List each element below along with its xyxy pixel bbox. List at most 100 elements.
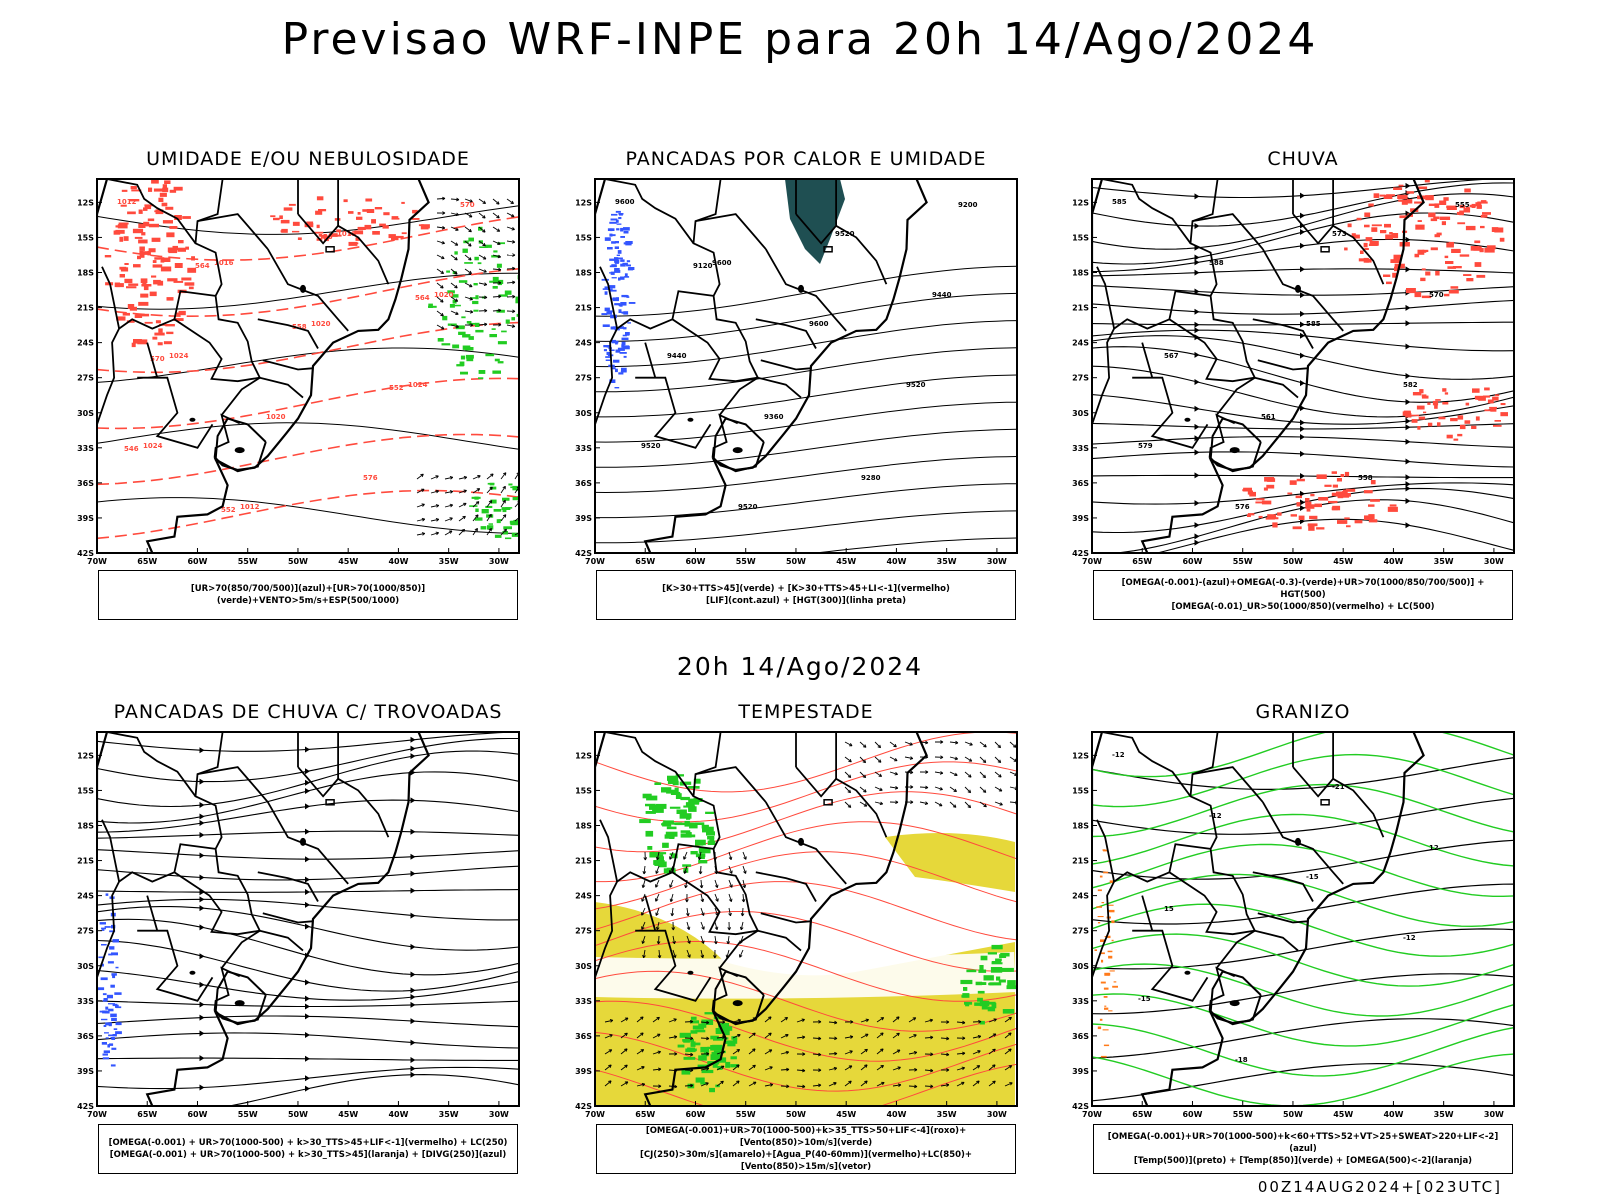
lon-tick-label: 70W	[585, 1110, 605, 1119]
lat-tick-label: 39S	[1072, 1067, 1089, 1076]
lat-tick-label: 24S	[1072, 892, 1089, 901]
contour-label: 555	[1455, 201, 1470, 209]
lon-tick-label: 60W	[187, 557, 207, 566]
lon-tick-label: 65W	[635, 1110, 655, 1119]
lon-tick-label: 30W	[1484, 1110, 1504, 1119]
contour-label: 1024	[143, 442, 163, 450]
lat-tick-label: 24S	[575, 339, 592, 348]
lon-tick-label: 40W	[388, 1110, 408, 1119]
contour-label: 582	[1403, 381, 1418, 389]
lon-tick-label: 35W	[937, 557, 957, 566]
lon-tick-label: 50W	[288, 1110, 308, 1119]
contour-label: 552	[389, 384, 404, 392]
lat-tick-label: 18S	[1072, 269, 1089, 278]
lat-tick-label: 27S	[1072, 927, 1089, 936]
legend-line: [OMEGA(-0.001)-(azul)+OMEGA(-0.3)-(verde…	[1121, 578, 1485, 600]
run-timestamp: 00Z14AUG2024+[023UTC]	[1257, 1178, 1502, 1196]
lat-tick-label: 30S	[1072, 409, 1089, 418]
lon-tick-label: 35W	[1434, 557, 1454, 566]
contour-label: 558	[1358, 474, 1373, 482]
contour-label: -18	[1235, 1056, 1248, 1064]
contour-label: 585	[1306, 320, 1321, 328]
lon-tick-label: 30W	[489, 1110, 509, 1119]
legend-line: [OMEGA(-0.001) + UR>70(1000-500) + k>30_…	[108, 1138, 508, 1148]
contour-label: 9600	[809, 320, 829, 328]
lat-tick-label: 30S	[77, 409, 94, 418]
contour-label: -21	[1332, 783, 1345, 791]
lat-tick-label: 39S	[575, 514, 592, 523]
lat-tick-label: 15S	[575, 786, 592, 795]
lon-tick-label: 60W	[685, 1110, 705, 1119]
lat-tick-label: 42S	[1072, 549, 1089, 558]
contour-label: -12	[1403, 934, 1416, 942]
contour-label: 9600	[615, 198, 635, 206]
contour-label: 9360	[764, 413, 784, 421]
lon-tick-label: 65W	[635, 557, 655, 566]
lat-tick-label: 42S	[1072, 1102, 1089, 1111]
lon-tick-label: 35W	[439, 1110, 459, 1119]
panel-legend: [OMEGA(-0.001)-(azul)+OMEGA(-0.3)-(verde…	[1093, 570, 1513, 620]
contour-label: 567	[1164, 352, 1179, 360]
lat-tick-label: 12S	[575, 198, 592, 207]
panel-title: UMIDADE E/OU NEBULOSIDADE	[146, 148, 470, 170]
lat-tick-label: 21S	[77, 304, 94, 313]
lon-tick-label: 35W	[439, 557, 459, 566]
lon-tick-label: 55W	[736, 557, 756, 566]
lat-tick-label: 30S	[77, 962, 94, 971]
lat-tick-label: 42S	[77, 549, 94, 558]
lat-tick-label: 39S	[1072, 514, 1089, 523]
lon-tick-label: 70W	[585, 557, 605, 566]
contour-label: 570	[460, 201, 475, 209]
contour-label: 15	[1164, 905, 1174, 913]
contour-label: 558	[292, 323, 307, 331]
lat-tick-label: 12S	[77, 751, 94, 760]
contour-label: -15	[1138, 995, 1151, 1003]
contour-label: 546	[124, 445, 139, 453]
legend-line: [K>30+TTS>45](verde) + [K>30+TTS>45+LI<-…	[662, 584, 950, 594]
lat-tick-label: 42S	[575, 1102, 592, 1111]
contour-label: 9600	[712, 259, 732, 267]
lat-tick-label: 33S	[77, 997, 94, 1006]
panel-legend: [OMEGA(-0.001)+UR>70(1000-500)+k>35_TTS>…	[596, 1124, 1016, 1174]
lat-tick-label: 39S	[575, 1067, 592, 1076]
lon-tick-label: 30W	[1484, 557, 1504, 566]
lat-tick-label: 24S	[1072, 339, 1089, 348]
legend-line: [OMEGA(-0.001)+UR>70(1000-500)+k<60+TTS>…	[1107, 1132, 1499, 1154]
lat-tick-label: 12S	[1072, 198, 1089, 207]
contour-label: 570	[1429, 291, 1444, 299]
lon-tick-label: 65W	[137, 557, 157, 566]
contour-label: 1016	[214, 259, 234, 267]
panel-title: PANCADAS POR CALOR E UMIDADE	[625, 148, 987, 170]
contour-label: 12	[1429, 844, 1439, 852]
panel-legend: [K>30+TTS>45](verde) + [K>30+TTS>45+LI<-…	[596, 570, 1016, 620]
contour-label: 9520	[738, 503, 758, 511]
lat-tick-label: 18S	[575, 822, 592, 831]
contour-label: 1012	[240, 503, 260, 511]
lat-tick-label: 33S	[1072, 444, 1089, 453]
lon-tick-label: 60W	[685, 557, 705, 566]
lat-tick-label: 21S	[575, 304, 592, 313]
panel-legend: [OMEGA(-0.001) + UR>70(1000-500) + k>30_…	[98, 1124, 518, 1174]
contour-label: 9440	[667, 352, 687, 360]
panel-title: PANCADAS DE CHUVA C/ TROVOADAS	[113, 701, 503, 723]
contour-label: 576	[1235, 503, 1250, 511]
legend-line: [OMEGA(-0.01)_UR>50(1000/850)(vermelho) …	[1171, 602, 1435, 612]
contour-label: 579	[1138, 442, 1153, 450]
lon-tick-label: 40W	[1383, 557, 1403, 566]
lat-tick-label: 24S	[77, 892, 94, 901]
lon-tick-label: 55W	[1233, 1110, 1253, 1119]
legend-line: [CJ(250)>30m/s](amarelo)+[Agua_P(40-60mm…	[639, 1150, 973, 1172]
lat-tick-label: 18S	[1072, 822, 1089, 831]
legend-line: [OMEGA(-0.001)+UR>70(1000-500)+k>35_TTS>…	[645, 1126, 967, 1148]
contour-label: 1020	[434, 291, 454, 299]
lat-tick-label: 39S	[77, 514, 94, 523]
lat-tick-label: 15S	[77, 233, 94, 242]
main-title: Previsao WRF-INPE para 20h 14/Ago/2024	[281, 14, 1319, 65]
lat-tick-label: 36S	[575, 1032, 592, 1041]
lat-tick-label: 15S	[1072, 786, 1089, 795]
lon-tick-label: 45W	[338, 1110, 358, 1119]
lat-tick-label: 21S	[1072, 304, 1089, 313]
lat-tick-label: 27S	[77, 927, 94, 936]
contour-label: 9200	[958, 201, 978, 209]
